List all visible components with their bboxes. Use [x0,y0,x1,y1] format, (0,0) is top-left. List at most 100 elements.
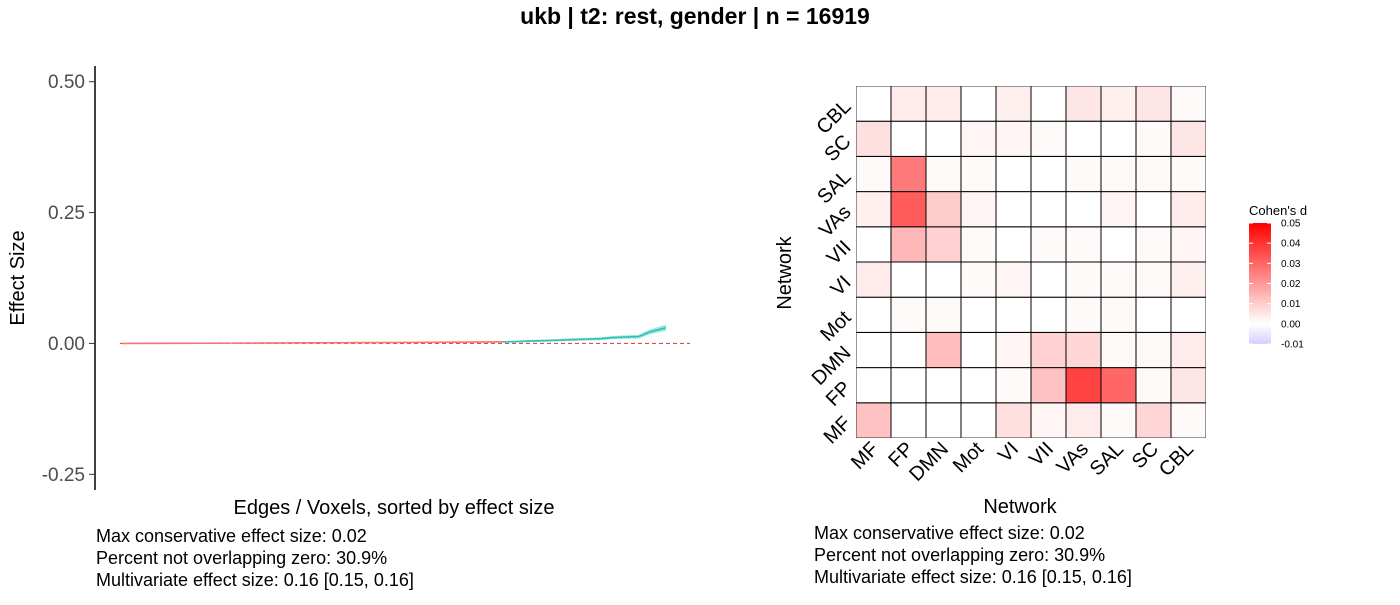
x-axis-label: Edges / Voxels, sorted by effect size [234,497,555,519]
heatmap-cell [1066,368,1101,403]
heatmap-cell [996,156,1031,191]
heatmap-cell [891,262,926,297]
heatmap-y-tick-label: SAL [813,166,855,208]
heatmap-cell [961,297,996,332]
heatmap-cell [1136,262,1171,297]
heatmap-cell [1031,121,1066,156]
heatmap-cell [1031,192,1066,227]
heatmap-cell [1136,227,1171,262]
heatmap-x-tick-label: SAL [1086,438,1128,480]
heatmap-cell [856,121,891,156]
effect-size-line-panel: -0.250.000.250.50 Edges / Voxels, sorted… [7,66,690,519]
right-stats-block: Max conservative effect size: 0.02 Perce… [814,522,1132,588]
heatmap-cell [961,368,996,403]
heatmap-cell [891,121,926,156]
heatmap-cell [856,297,891,332]
heatmap-x-tick-label: VAs [1053,438,1093,478]
heatmap-cell [1171,227,1206,262]
heatmap-cell [856,262,891,297]
heatmap-cell [1031,86,1066,121]
heatmap-cell [1171,156,1206,191]
heatmap-x-tick-label: DMN [905,438,953,486]
heatmap-cell [891,403,926,438]
right-stat-max: Max conservative effect size: 0.02 [814,522,1132,544]
heatmap-y-tick-label: MF [820,412,856,448]
heatmap-cell [1171,332,1206,367]
heatmap-y-tick-label: CBL [812,96,855,139]
left-stats-block: Max conservative effect size: 0.02 Perce… [96,525,414,591]
heatmap-cell [996,403,1031,438]
heatmap-cell [891,332,926,367]
heatmap-cell [961,156,996,191]
heatmap-cell [926,297,961,332]
heatmap-cell [1066,192,1101,227]
heatmap-cell [1136,156,1171,191]
heatmap-cell [996,332,1031,367]
effect-size-line [122,328,666,344]
heatmap-cell [1066,332,1101,367]
heatmap-cell [1136,297,1171,332]
heatmap-cell [961,403,996,438]
heatmap-cell [891,192,926,227]
heatmap-cell [1031,156,1066,191]
heatmap-y-tick-label: VAs [815,201,855,241]
heatmap-cell [1101,262,1136,297]
y-axis-label: Effect Size [7,230,29,325]
y-tick-label: 0.50 [48,72,85,93]
heatmap-x-tick-label: VII [1025,438,1058,471]
heatmap-cell [926,368,961,403]
heatmap-cell [856,332,891,367]
heatmap-cell [1171,121,1206,156]
heatmap-cell [961,121,996,156]
left-stat-max: Max conservative effect size: 0.02 [96,525,414,547]
chart-title: ukb | t2: rest, gender | n = 16919 [520,3,870,29]
heatmap-cell [1171,403,1206,438]
legend-tick-label: 0.04 [1281,239,1301,250]
heatmap-cell [961,86,996,121]
effect-line-segment [530,340,557,341]
confidence-ribbon [122,325,666,344]
heatmap-cell [961,332,996,367]
effect-line-segment [557,340,568,341]
heatmap-cell [856,368,891,403]
heatmap-y-tick-label: DMN [808,342,856,390]
right-stat-multivariate: Multivariate effect size: 0.16 [0.15, 0.… [814,566,1132,588]
heatmap-cell [891,227,926,262]
heatmap-legend: Cohen's d 0.050.040.030.020.010.00-0.01 [1249,203,1307,351]
heatmap-cell [1066,227,1101,262]
y-tick-label: 0.25 [48,203,85,224]
heatmap-cell [996,262,1031,297]
heatmap-cell [926,403,961,438]
heatmap-cell [1171,192,1206,227]
heatmap-cell [856,403,891,438]
heatmap-cell [996,121,1031,156]
left-stat-percent: Percent not overlapping zero: 30.9% [96,547,414,569]
heatmap-cell [926,332,961,367]
heatmap-x-tick-label: MF [847,438,883,474]
heatmap-cell [1101,403,1136,438]
heatmap-cell [1101,86,1136,121]
right-stat-percent: Percent not overlapping zero: 30.9% [814,544,1132,566]
heatmap-cell [1101,332,1136,367]
heatmap-cell [996,86,1031,121]
heatmap-x-tick-label: Mot [949,438,988,477]
heatmap-cells [855,85,1207,439]
heatmap-cell [961,227,996,262]
heatmap-cell [1066,86,1101,121]
heatmap-cell [996,227,1031,262]
effect-line-segment [612,337,623,338]
effect-line-segment [584,339,600,340]
heatmap-cell [1066,297,1101,332]
heatmap-cell [1136,368,1171,403]
heatmap-cell [1136,192,1171,227]
heatmap-cell [1171,262,1206,297]
heatmap-cell [926,192,961,227]
heatmap-y-axis-label: Network [774,235,796,309]
heatmap-cell [926,86,961,121]
heatmap-x-tick-label: VI [994,438,1023,467]
heatmap-cell [1136,332,1171,367]
